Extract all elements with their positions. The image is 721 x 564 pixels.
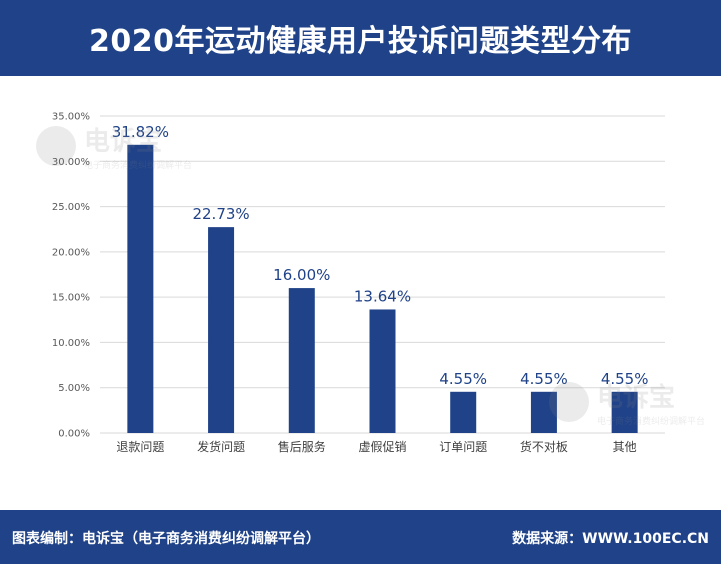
x-tick-label: 订单问题 — [439, 440, 487, 454]
watermark-text: 电诉宝 — [597, 382, 675, 413]
bar — [611, 391, 638, 433]
bars — [127, 144, 638, 434]
data-label: 22.73% — [192, 205, 249, 223]
bar — [530, 391, 557, 433]
watermark-logo-icon: 电诉宝 电子商务消费纠纷调解平台 — [36, 126, 192, 171]
data-label: 4.55% — [601, 370, 649, 388]
bar — [288, 288, 315, 433]
y-tick-label: 5.00% — [58, 383, 90, 394]
x-tick-label: 发货问题 — [197, 439, 245, 454]
bar — [208, 227, 235, 433]
bar — [450, 391, 477, 433]
chart-title-banner: 2020年运动健康用户投诉问题类型分布 — [0, 0, 721, 76]
watermark-subtext: 电子商务消费纠纷调解平台 — [597, 415, 705, 427]
x-tick-label: 退款问题 — [116, 440, 164, 454]
x-tick-label: 虚假促销 — [358, 440, 406, 454]
data-label: 16.00% — [273, 266, 330, 284]
bar-chart: 0.00% 5.00% 10.00% 15.00% 20.00% 25.00% 30.00%… — [52, 112, 665, 454]
data-label: 31.82% — [112, 123, 169, 141]
x-tick-label: 货不对板 — [520, 439, 568, 454]
footer-banner: 图表编制：电诉宝（电子商务消费纠纷调解平台） 数据来源：WWW.100EC.CN — [0, 510, 721, 564]
x-tick-label: 售后服务 — [278, 439, 326, 454]
bar — [127, 144, 154, 434]
x-tick-label: 其他 — [613, 440, 637, 454]
y-tick-label: 25.00% — [52, 202, 90, 213]
y-tick-label: 15.00% — [52, 293, 90, 304]
y-axis-ticks: 0.00% 5.00% 10.00% 15.00% 20.00% 25.00% 30.00%… — [52, 112, 90, 440]
data-label: 4.55% — [520, 370, 568, 388]
y-tick-label: 30.00% — [52, 157, 90, 168]
y-tick-label: 0.00% — [58, 429, 90, 440]
bar — [369, 309, 396, 433]
footer-source: 数据来源：WWW.100EC.CN — [512, 531, 709, 547]
watermark-text: 电诉宝 — [84, 126, 162, 157]
y-tick-label: 10.00% — [52, 338, 90, 349]
watermark-logo-icon: 电诉宝 电子商务消费纠纷调解平台 — [549, 382, 705, 427]
y-tick-label: 20.00% — [52, 247, 90, 258]
data-label: 13.64% — [354, 287, 411, 305]
chart-area: 0.00% 5.00% 10.00% 15.00% 20.00% 25.00% 30.00%… — [0, 76, 721, 510]
footer-credit: 图表编制：电诉宝（电子商务消费纠纷调解平台） — [12, 531, 320, 547]
data-label: 4.55% — [439, 370, 487, 388]
page-title: 2020年运动健康用户投诉问题类型分布 — [89, 24, 632, 59]
x-axis-ticks: 退款问题 发货问题 售后服务 虚假促销 订单问题 货不对板 其他 — [116, 439, 636, 454]
y-tick-label: 35.00% — [52, 112, 90, 123]
watermark-subtext: 电子商务消费纠纷调解平台 — [84, 159, 192, 171]
watermark-bottom: 电诉宝 电子商务消费纠纷调解平台 — [545, 372, 715, 436]
value-labels: 31.82% 22.73% 16.00% 13.64% 4.55% 4.55% 4.55% — [112, 123, 649, 388]
watermark-top: 电诉宝 电子商务消费纠纷调解平台 — [32, 116, 202, 180]
